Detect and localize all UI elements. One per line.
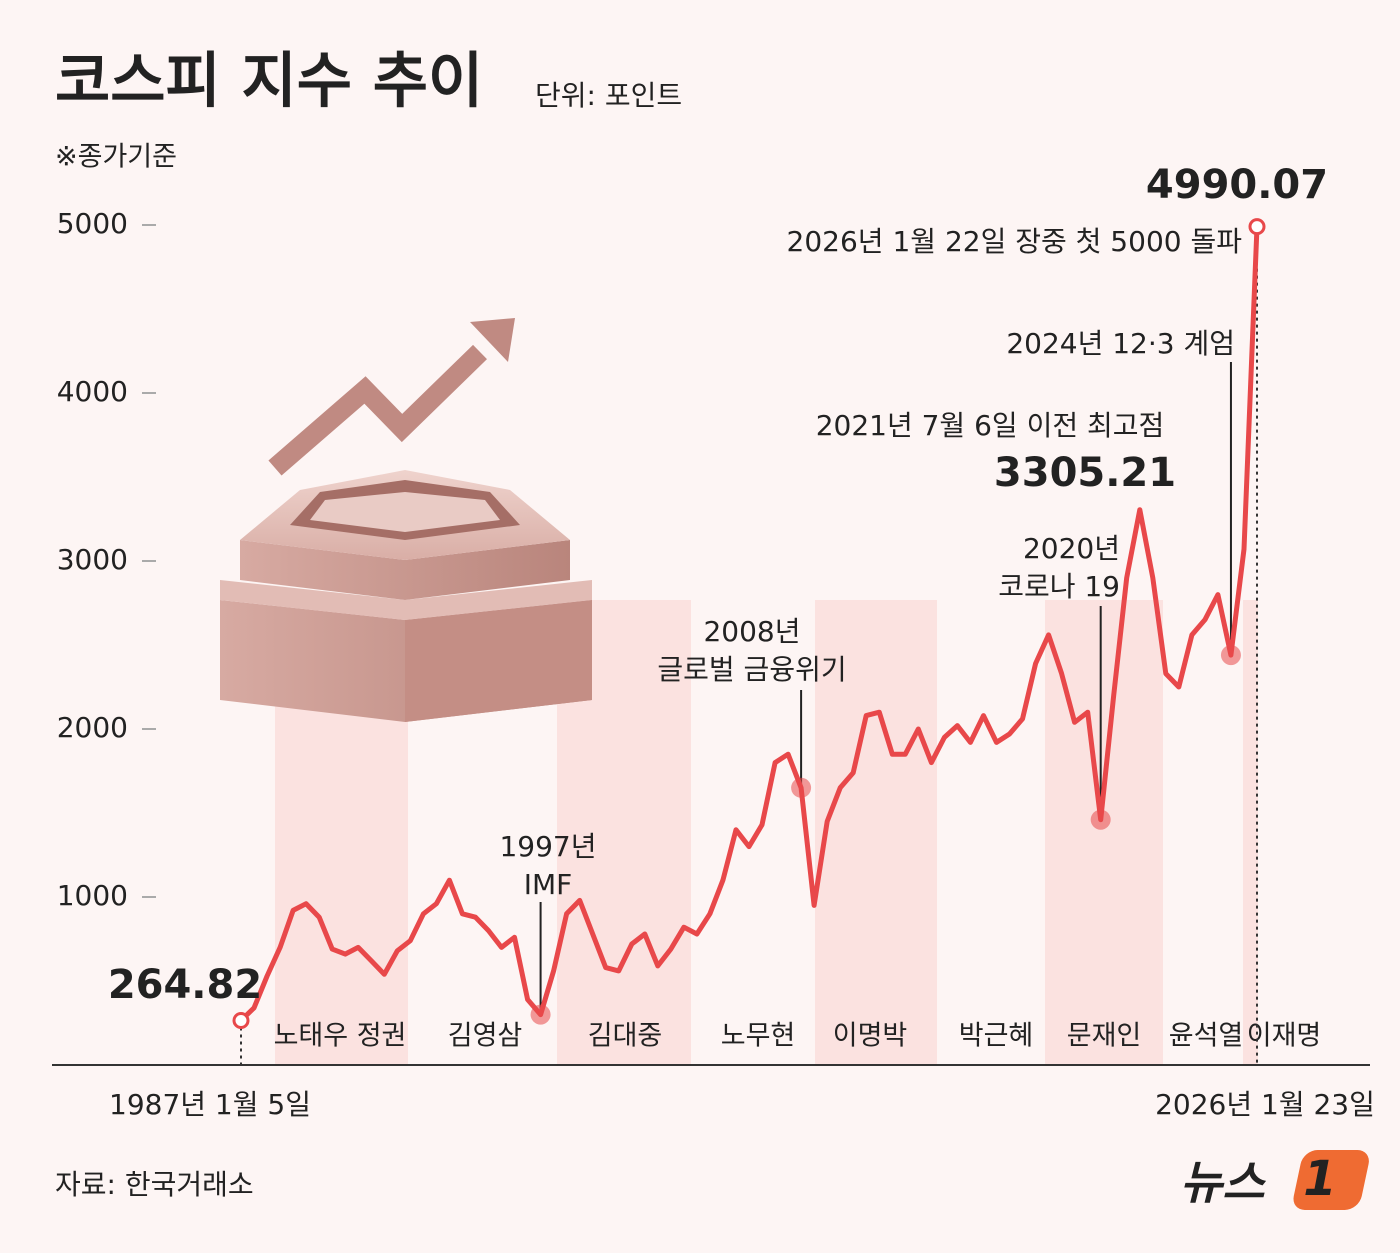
annotation: 2008년 (703, 615, 800, 648)
annotation: 2021년 7월 6일 이전 최고점 (816, 409, 1165, 442)
note: ※종가기준 (55, 142, 177, 173)
y-tick-label: 5000 (57, 207, 128, 240)
y-tick-label: 3000 (57, 543, 128, 576)
era-label: 윤석열 (1169, 1021, 1244, 1052)
era-label: 이재명 (1247, 1021, 1322, 1052)
x-tick-label: 1987년 1월 5일 (109, 1088, 311, 1121)
icon (220, 318, 592, 722)
y-tick-label: 2000 (57, 711, 128, 744)
annotation: 글로벌 금융위기 (657, 653, 846, 686)
annotation: 2024년 12·3 계엄 (1006, 327, 1235, 360)
era-label: 노무현 (721, 1021, 796, 1052)
era-label: 김대중 (588, 1021, 663, 1052)
value-label: 4990.07 (1146, 162, 1328, 208)
annotation: 1997년 (499, 830, 596, 863)
y-tick-label: 1000 (57, 879, 128, 912)
x-tick-label: 2026년 1월 23일 (1155, 1088, 1375, 1121)
era-label: 박근혜 (959, 1021, 1034, 1052)
value-label: 264.82 (108, 962, 262, 1008)
event-dot (791, 777, 812, 798)
era-label: 문재인 (1067, 1021, 1142, 1052)
event-dot (1090, 809, 1111, 830)
source: 자료: 한국거래소 (55, 1168, 254, 1201)
logo-badge (1293, 1150, 1369, 1210)
value-label: 3305.21 (994, 450, 1176, 496)
logo-number: 1 (1303, 1151, 1336, 1207)
logo: 뉴스 1 (1180, 1150, 1369, 1210)
era-label: 노태우 정권 (274, 1021, 407, 1052)
era-band (815, 600, 937, 1065)
annotation: 코로나 19 (998, 570, 1120, 603)
era-label: 김영삼 (448, 1021, 523, 1052)
endpoint-dot (232, 1012, 250, 1030)
event-dot (530, 1004, 551, 1025)
annotation: IMF (524, 868, 573, 901)
endpoint-dot (1248, 218, 1266, 236)
era-label: 이명박 (833, 1021, 908, 1052)
chart-title: 코스피 지수 추이 (55, 47, 483, 117)
line (239, 226, 1260, 1023)
y-tick-label: 4000 (57, 375, 128, 408)
unit: 단위: 포인트 (535, 79, 682, 112)
event-dot (1220, 645, 1241, 666)
logo-text: 뉴스 (1180, 1156, 1266, 1210)
annotation: 2020년 (1023, 532, 1120, 565)
era-band (1243, 600, 1258, 1065)
annotation: 2026년 1월 22일 장중 첫 5000 돌파 (787, 225, 1242, 258)
